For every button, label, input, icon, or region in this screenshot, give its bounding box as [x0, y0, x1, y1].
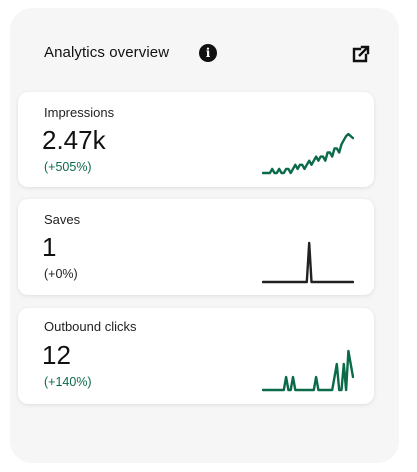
external-link-icon[interactable] — [351, 44, 371, 64]
sparkline-outbound-clicks — [262, 349, 354, 392]
sparkline-saves — [262, 241, 354, 284]
sparkline-line — [262, 241, 354, 284]
metric-card-outbound-clicks[interactable]: Outbound clicks 12 (+140%) — [18, 308, 374, 404]
metric-label: Outbound clicks — [44, 319, 137, 334]
sparkline-line — [262, 132, 354, 175]
sparkline-impressions — [262, 132, 354, 175]
metric-change: (+0%) — [44, 267, 78, 281]
metric-value: 2.47k — [42, 125, 106, 155]
metric-label: Impressions — [44, 105, 115, 120]
panel-header: Analytics overview i — [44, 42, 371, 66]
metric-change: (+140%) — [44, 375, 92, 389]
metric-change: (+505%) — [44, 160, 92, 174]
panel-title: Analytics overview — [44, 44, 170, 61]
metric-value: 12 — [42, 340, 71, 370]
info-icon[interactable]: i — [199, 44, 217, 62]
metric-value: 1 — [42, 232, 57, 262]
metric-card-impressions[interactable]: Impressions 2.47k (+505%) — [18, 92, 374, 187]
sparkline-line — [262, 349, 354, 392]
metric-label: Saves — [44, 212, 81, 227]
metric-card-saves[interactable]: Saves 1 (+0%) — [18, 199, 374, 295]
